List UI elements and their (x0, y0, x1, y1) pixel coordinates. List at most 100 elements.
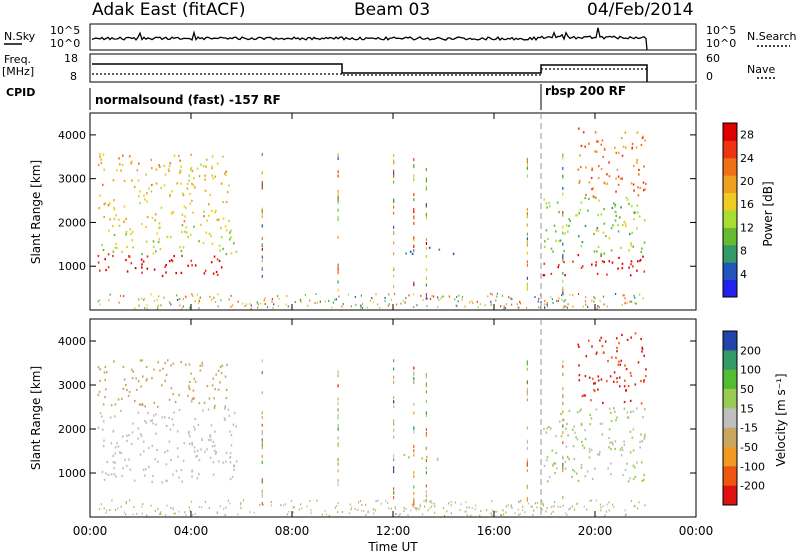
data-cell (261, 478, 263, 482)
data-cell (211, 298, 213, 301)
data-cell (595, 408, 598, 411)
data-cell (337, 408, 339, 412)
data-cell (393, 172, 395, 176)
data-cell (337, 384, 339, 388)
data-cell (109, 416, 112, 419)
data-cell (109, 202, 111, 205)
data-cell (543, 464, 546, 467)
data-cell (209, 295, 211, 298)
data-cell (613, 380, 615, 383)
data-cell (120, 505, 122, 508)
sky-panel-frame (89, 23, 697, 51)
data-cell (603, 207, 605, 211)
data-cell (590, 499, 593, 502)
data-cell (593, 300, 595, 303)
data-cell (229, 231, 231, 234)
data-cell (299, 298, 302, 301)
data-cell (180, 361, 182, 364)
data-cell (608, 428, 611, 431)
data-cell (413, 474, 415, 478)
data-cell (413, 281, 415, 285)
data-cell (373, 512, 375, 515)
data-cell (121, 474, 123, 477)
data-cell (413, 193, 415, 197)
data-cell (644, 375, 647, 378)
data-cell (629, 451, 632, 454)
data-cell (623, 385, 626, 388)
sky-tick-top-right: 10^5 (706, 24, 737, 37)
data-cell (103, 203, 106, 206)
data-cell (142, 468, 145, 471)
data-cell (554, 462, 557, 465)
data-cell (603, 351, 605, 354)
data-cell (602, 155, 604, 158)
data-cell (131, 431, 134, 434)
data-cell (634, 383, 637, 386)
data-cell (555, 451, 558, 455)
data-cell (138, 304, 140, 307)
data-cell (103, 507, 105, 510)
data-cell (372, 508, 375, 511)
data-cell (159, 226, 161, 229)
data-cell (599, 450, 601, 453)
data-cell (526, 497, 528, 501)
data-cell (592, 187, 594, 190)
data-cell (413, 158, 415, 162)
data-cell (359, 500, 361, 502)
data-cell (160, 186, 162, 190)
data-cell (101, 428, 104, 431)
data-cell (191, 199, 193, 202)
data-cell (220, 266, 223, 269)
cpid-label: CPID (6, 86, 36, 99)
data-cell (621, 223, 624, 227)
data-cell (615, 337, 618, 340)
data-cell (309, 299, 311, 302)
data-cell (610, 473, 612, 476)
data-cell (121, 163, 124, 166)
data-cell (539, 306, 541, 309)
data-cell (351, 506, 353, 509)
data-cell (559, 239, 562, 242)
data-cell (230, 236, 232, 239)
data-cell (413, 178, 415, 182)
data-cell (548, 202, 550, 205)
data-cell (201, 361, 203, 364)
data-cell (126, 388, 128, 391)
data-cell (450, 504, 452, 507)
data-cell (182, 298, 185, 301)
velocity-colorbar-label: Velocity [m s⁻¹] (774, 373, 788, 466)
data-cell (334, 298, 336, 301)
data-cell (492, 509, 494, 512)
data-cell (121, 435, 124, 438)
data-cell (113, 217, 116, 220)
data-cell (643, 478, 645, 481)
data-cell (578, 235, 580, 238)
data-cell (185, 206, 187, 210)
data-cell (229, 430, 231, 433)
data-cell (642, 135, 644, 138)
data-cell (185, 231, 188, 234)
data-cell (526, 498, 528, 502)
data-cell (217, 293, 219, 296)
data-cell (636, 211, 639, 214)
data-cell (567, 230, 569, 233)
data-cell (640, 250, 643, 254)
data-cell (218, 218, 220, 221)
data-cell (337, 370, 339, 374)
data-cell (598, 199, 600, 202)
data-cell (616, 350, 618, 353)
data-cell (212, 272, 215, 275)
data-cell (193, 377, 196, 380)
data-cell (514, 512, 516, 515)
data-cell (593, 250, 596, 253)
data-cell (587, 209, 589, 212)
data-cell (624, 514, 626, 517)
data-cell (222, 217, 225, 220)
colorbar-tick-label: 100 (740, 364, 761, 377)
data-cell (413, 306, 415, 309)
data-cell (411, 503, 413, 506)
data-cell (563, 300, 565, 303)
data-cell (413, 427, 415, 431)
data-cell (180, 165, 182, 168)
data-cell (643, 437, 646, 440)
